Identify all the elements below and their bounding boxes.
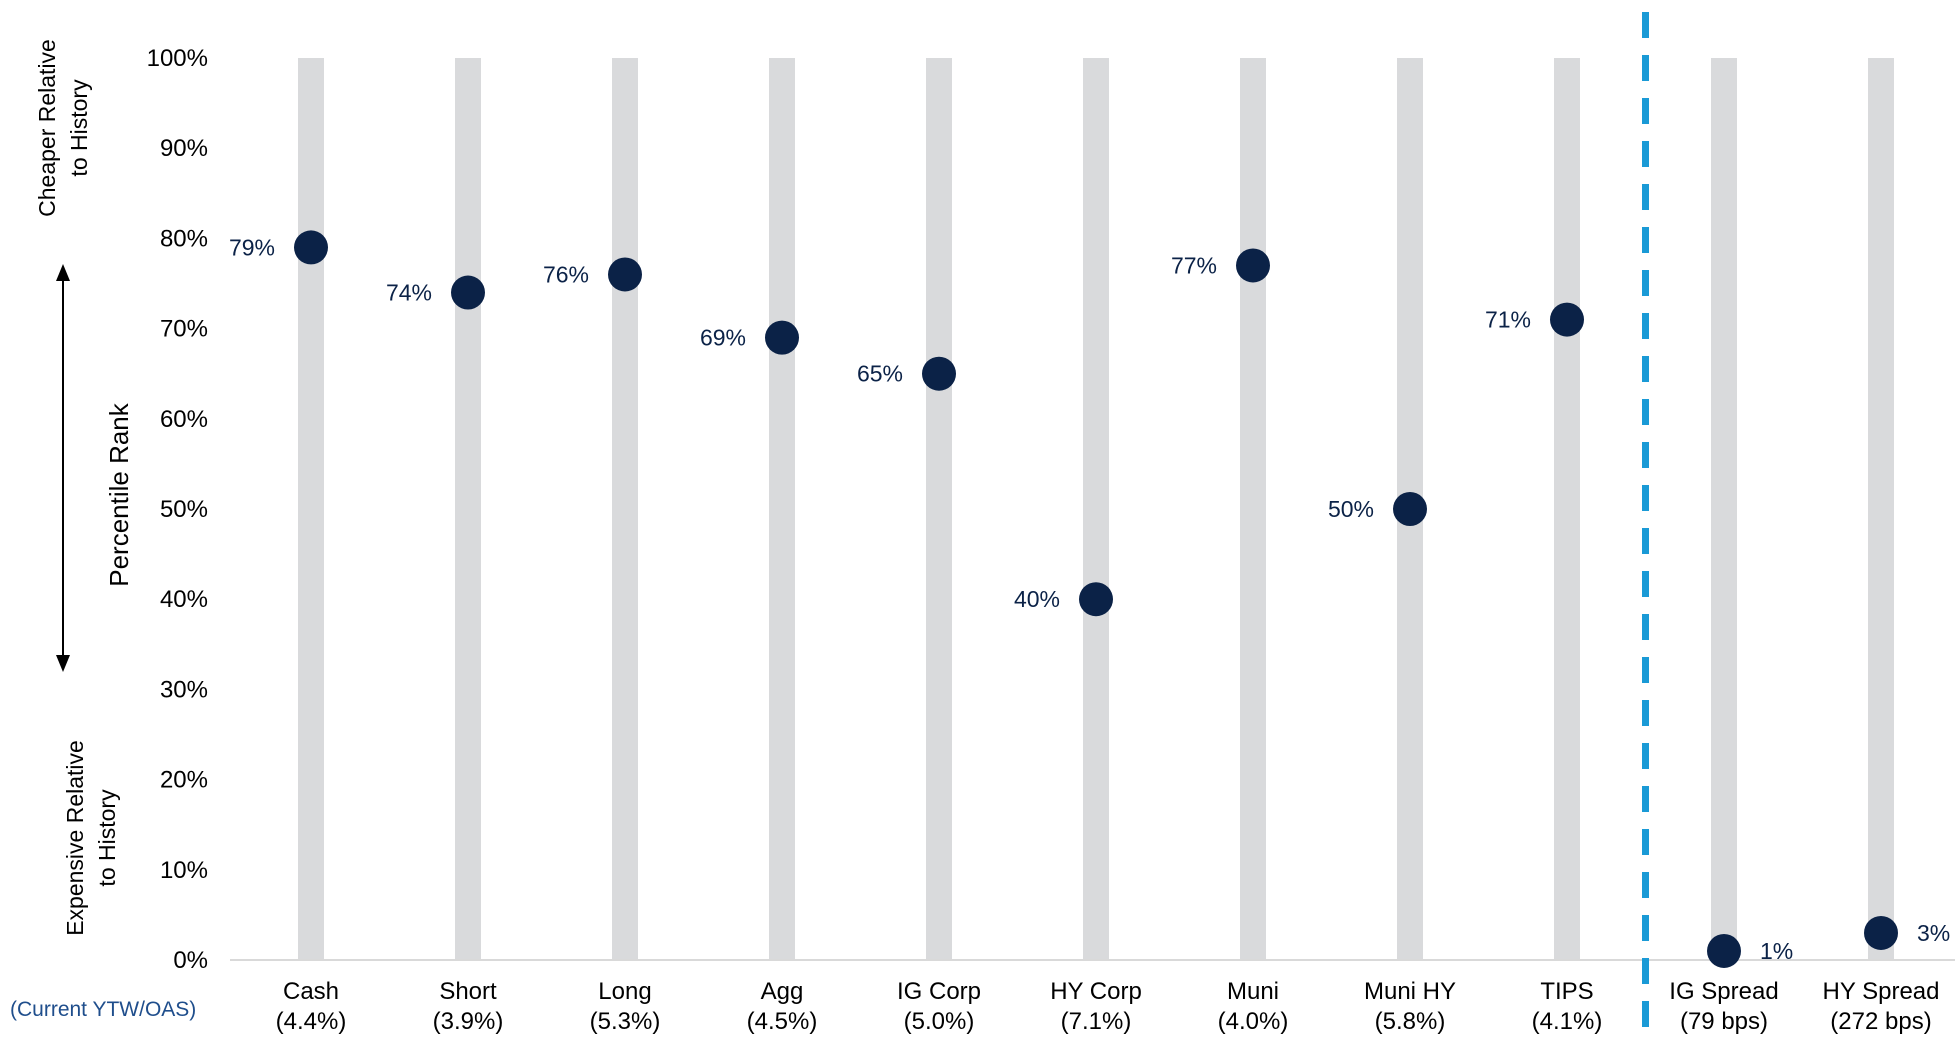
x-tick-sublabel: (4.0%) — [1218, 1008, 1289, 1035]
x-tick-sublabel: (4.4%) — [276, 1008, 347, 1035]
range-bar — [1240, 58, 1266, 960]
y-axis-title: Percentile Rank — [104, 402, 134, 587]
y-tick-label: 80% — [160, 225, 208, 252]
x-tick-label: Muni HY — [1364, 978, 1456, 1005]
data-label: 76% — [543, 261, 589, 287]
x-tick-sublabel: (5.0%) — [904, 1008, 975, 1035]
data-point — [1079, 582, 1113, 617]
range-bar — [298, 58, 324, 960]
data-point — [765, 320, 799, 355]
x-tick-sublabel: (4.5%) — [747, 1008, 818, 1035]
cheaper-annotation-line-2: to History — [66, 79, 92, 177]
range-bar — [1083, 58, 1109, 960]
data-label: 65% — [857, 361, 903, 387]
x-tick-label: Short — [439, 978, 497, 1005]
y-tick-label: 0% — [173, 947, 208, 974]
cheaper-annotation-line-1: Cheaper Relative — [34, 39, 60, 217]
data-point — [1550, 302, 1584, 337]
range-bar — [1868, 58, 1894, 960]
data-point — [294, 230, 328, 265]
data-points — [294, 230, 1898, 968]
data-label: 69% — [700, 325, 746, 351]
range-bar — [612, 58, 638, 960]
range-bars — [298, 58, 1894, 960]
y-tick-label: 70% — [160, 316, 208, 343]
expensive-annotation-line-1: Expensive Relative — [62, 740, 88, 936]
x-tick-label: TIPS — [1540, 978, 1593, 1005]
data-point — [1864, 915, 1898, 950]
x-tick-label: HY Corp — [1050, 978, 1142, 1005]
x-tick-label: HY Spread — [1823, 978, 1940, 1005]
y-tick-label: 50% — [160, 496, 208, 523]
data-point — [1393, 492, 1427, 526]
footnote: (Current YTW/OAS) — [10, 998, 196, 1021]
data-label: 71% — [1485, 307, 1531, 333]
y-tick-label: 60% — [160, 406, 208, 433]
side-annotations: Cheaper Relative to History Expensive Re… — [34, 39, 134, 936]
data-point — [1236, 248, 1270, 283]
x-tick-label: Agg — [761, 978, 804, 1005]
y-tick-label: 100% — [147, 45, 208, 72]
x-tick-label: Long — [598, 978, 651, 1005]
y-tick-label: 30% — [160, 676, 208, 703]
data-label: 3% — [1917, 920, 1950, 946]
x-tick-sublabel: (4.1%) — [1532, 1008, 1603, 1035]
x-tick-sublabel: (5.3%) — [590, 1008, 661, 1035]
data-label: 50% — [1328, 496, 1374, 522]
y-tick-label: 10% — [160, 857, 208, 884]
data-point — [922, 356, 956, 391]
range-bar — [455, 58, 481, 960]
data-point — [608, 257, 642, 292]
y-tick-label: 40% — [160, 586, 208, 613]
x-tick-label: IG Corp — [897, 978, 981, 1005]
x-tick-sublabel: (5.8%) — [1375, 1008, 1446, 1035]
x-tick-sublabel: (272 bps) — [1830, 1008, 1931, 1035]
data-point — [451, 275, 485, 310]
data-labels: 79% 74% 76% 69% 65% 40% 77% 50% 71% 1% 3% — [229, 234, 1950, 964]
x-tick-label: Cash — [283, 978, 339, 1005]
data-point — [1707, 933, 1741, 968]
x-tick-label: Muni — [1227, 978, 1279, 1005]
x-tick-label: IG Spread — [1669, 978, 1778, 1005]
x-tick-sublabel: (79 bps) — [1680, 1008, 1768, 1035]
x-tick-sublabel: (7.1%) — [1061, 1008, 1132, 1035]
data-label: 40% — [1014, 586, 1060, 612]
expensive-annotation-line-2: to History — [94, 789, 120, 887]
data-label: 74% — [386, 280, 432, 306]
x-tick-sublabel: (3.9%) — [433, 1008, 504, 1035]
data-label: 77% — [1171, 252, 1217, 278]
data-label: 1% — [1760, 938, 1793, 964]
range-bar — [769, 58, 795, 960]
y-axis: 0% 10% 20% 30% 40% 50% 60% 70% 80% 90% 100% — [147, 45, 208, 974]
x-axis: Cash (4.4%) Short (3.9%) Long (5.3%) Agg (4.5%)… — [276, 978, 1940, 1035]
range-bar — [926, 58, 952, 960]
data-label: 79% — [229, 234, 275, 260]
y-tick-label: 90% — [160, 135, 208, 162]
range-bar — [1711, 58, 1737, 960]
range-bar — [1554, 58, 1580, 960]
y-tick-label: 20% — [160, 767, 208, 794]
double-arrow-icon — [56, 264, 70, 672]
